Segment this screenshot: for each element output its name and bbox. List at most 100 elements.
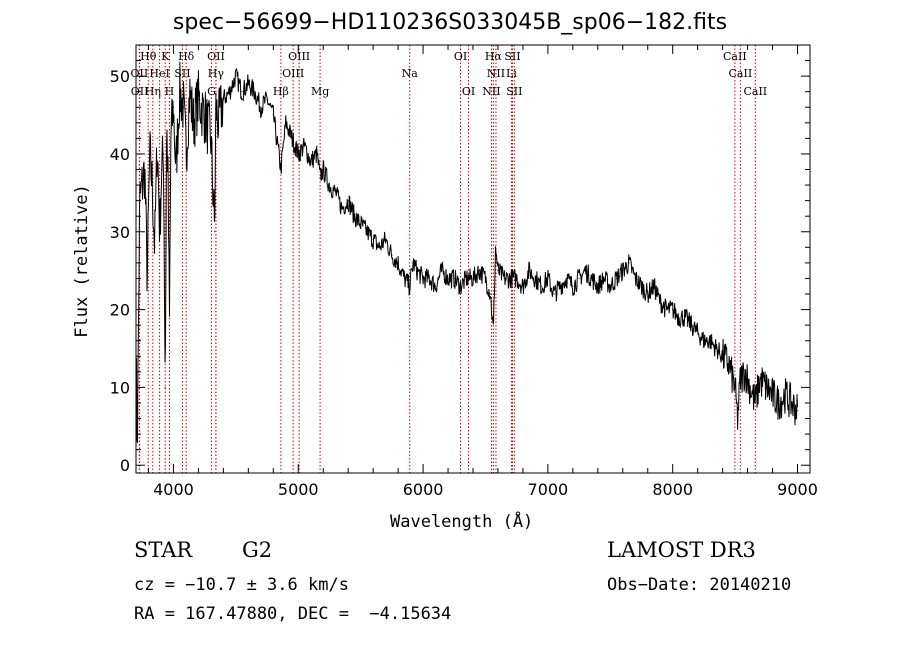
line-marker-label-16: Li — [506, 67, 517, 80]
line-marker-label-20: H — [165, 85, 175, 98]
data-point-75 — [484, 277, 487, 280]
line-marker-label-27: CaII — [743, 85, 767, 98]
series-group — [135, 61, 799, 451]
data-point-36 — [253, 91, 256, 93]
data-point-58 — [385, 238, 387, 241]
data-point-119 — [739, 379, 741, 381]
data-point-20 — [179, 91, 181, 93]
data-point-33 — [235, 75, 237, 77]
data-point-82 — [516, 277, 518, 280]
data-point-120 — [744, 371, 746, 373]
data-point-24 — [192, 122, 195, 124]
data-point-8 — [154, 246, 156, 248]
data-point-43 — [297, 153, 299, 155]
data-point-101 — [634, 277, 636, 280]
obs-date: Obs−Date: 20140210 — [607, 575, 792, 595]
data-point-74 — [478, 270, 480, 272]
data-point-70 — [453, 277, 455, 280]
line-marker-label-13: OIII — [282, 67, 304, 80]
data-point-1 — [136, 449, 138, 451]
y-axis-label: Flux (relative) — [72, 184, 92, 338]
data-point-129 — [796, 410, 799, 412]
data-point-2 — [139, 200, 141, 202]
data-point-87 — [547, 277, 549, 280]
data-point-97 — [609, 285, 611, 287]
data-point-83 — [522, 285, 524, 287]
line-marker-label-25: NII — [482, 85, 500, 98]
data-point-88 — [553, 293, 555, 295]
plot-frame — [135, 44, 811, 474]
data-point-4 — [144, 168, 146, 171]
line-marker-label-8: CaII — [723, 50, 747, 63]
data-point-44 — [303, 145, 306, 147]
data-point-22 — [185, 153, 187, 155]
data-point-90 — [566, 277, 568, 280]
line-marker-label-14: Na — [402, 67, 419, 80]
data-point-76 — [489, 293, 492, 295]
x-tick-label-6000: 6000 — [403, 480, 444, 499]
y-tick-label-20: 20 — [110, 301, 130, 320]
data-point-89 — [559, 285, 561, 287]
data-point-49 — [328, 184, 331, 186]
data-point-99 — [622, 270, 624, 272]
line-marker-label-6: Hα — [485, 50, 503, 63]
spectrum-line — [135, 61, 798, 443]
data-point-84 — [528, 270, 530, 272]
data-point-42 — [291, 137, 293, 139]
line-marker-label-9: OII — [131, 67, 149, 80]
data-point-115 — [722, 355, 724, 357]
data-point-40 — [280, 168, 282, 171]
data-point-80 — [503, 277, 505, 280]
data-point-103 — [647, 293, 649, 295]
data-point-9 — [156, 137, 158, 139]
x-axis-label: Wavelength (Å) — [390, 512, 534, 532]
data-point-124 — [765, 386, 767, 388]
data-point-31 — [222, 98, 224, 101]
data-point-10 — [159, 231, 161, 233]
subclass: G2 — [242, 538, 273, 562]
data-point-107 — [672, 308, 674, 311]
data-point-109 — [684, 316, 686, 318]
data-point-65 — [422, 277, 424, 280]
data-point-15 — [167, 168, 169, 171]
data-point-0 — [135, 340, 137, 342]
data-point-61 — [403, 277, 405, 280]
data-point-27 — [210, 137, 212, 139]
data-point-106 — [665, 308, 668, 311]
data-point-29 — [215, 106, 217, 108]
data-point-79 — [497, 270, 499, 272]
data-point-48 — [322, 168, 324, 171]
data-point-26 — [204, 114, 206, 116]
data-point-37 — [260, 106, 262, 108]
line-marker-label-19: Hη — [145, 85, 161, 98]
data-point-128 — [790, 402, 792, 404]
data-point-14 — [165, 122, 168, 124]
data-point-59 — [391, 254, 393, 256]
data-point-63 — [412, 262, 414, 264]
data-point-123 — [759, 379, 761, 381]
data-point-28 — [214, 231, 216, 233]
y-tick-label-0: 0 — [120, 456, 130, 475]
line-marker-label-26: SII — [506, 85, 522, 98]
line-marker-label-17: CaII — [729, 67, 753, 80]
data-point-5 — [146, 277, 148, 280]
data-point-19 — [175, 168, 177, 171]
x-tick-label-8000: 8000 — [652, 480, 693, 499]
data-point-50 — [335, 192, 337, 194]
data-point-104 — [653, 285, 655, 287]
data-point-66 — [428, 277, 430, 280]
data-point-39 — [272, 114, 274, 116]
y-tick-label-40: 40 — [110, 145, 130, 164]
data-point-13 — [164, 386, 166, 388]
line-marker-label-10: HeI — [149, 67, 169, 80]
data-point-52 — [347, 200, 349, 202]
data-point-45 — [310, 161, 312, 163]
data-point-18 — [172, 106, 175, 108]
data-point-93 — [584, 270, 586, 272]
data-point-117 — [734, 386, 736, 388]
ra-dec: RA = 167.47880, DEC = −4.15634 — [134, 604, 452, 624]
data-point-57 — [378, 246, 380, 248]
data-point-125 — [771, 394, 774, 396]
